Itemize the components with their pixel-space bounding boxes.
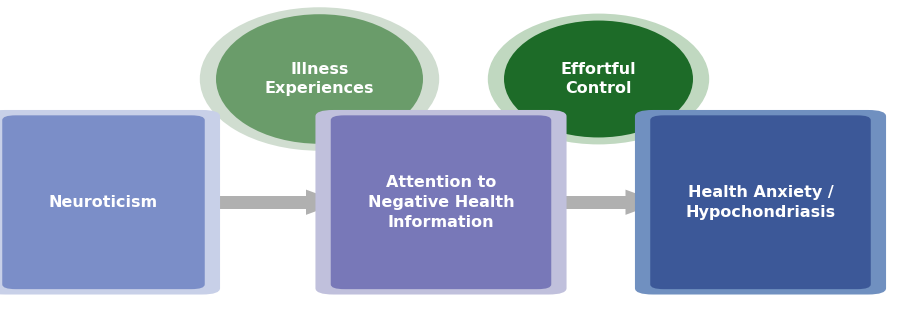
Text: Illness
Experiences: Illness Experiences <box>265 62 374 96</box>
Text: Effortful
Control: Effortful Control <box>561 62 636 96</box>
FancyBboxPatch shape <box>590 106 607 136</box>
Ellipse shape <box>216 14 423 144</box>
FancyBboxPatch shape <box>311 106 328 142</box>
Text: Attention to
Negative Health
Information: Attention to Negative Health Information <box>368 175 514 229</box>
Text: Neuroticism: Neuroticism <box>49 195 158 210</box>
FancyBboxPatch shape <box>650 115 870 289</box>
FancyBboxPatch shape <box>543 196 625 209</box>
FancyBboxPatch shape <box>634 110 886 295</box>
FancyBboxPatch shape <box>0 110 220 295</box>
Ellipse shape <box>200 7 439 151</box>
Ellipse shape <box>504 21 693 137</box>
FancyBboxPatch shape <box>331 115 551 289</box>
Polygon shape <box>582 106 615 118</box>
Text: Health Anxiety /
Hypochondriasis: Health Anxiety / Hypochondriasis <box>686 185 835 220</box>
FancyBboxPatch shape <box>315 110 567 295</box>
Ellipse shape <box>488 14 709 144</box>
Polygon shape <box>626 190 660 215</box>
FancyBboxPatch shape <box>3 115 205 289</box>
Polygon shape <box>303 106 336 118</box>
Polygon shape <box>306 190 340 215</box>
FancyBboxPatch shape <box>196 196 306 209</box>
